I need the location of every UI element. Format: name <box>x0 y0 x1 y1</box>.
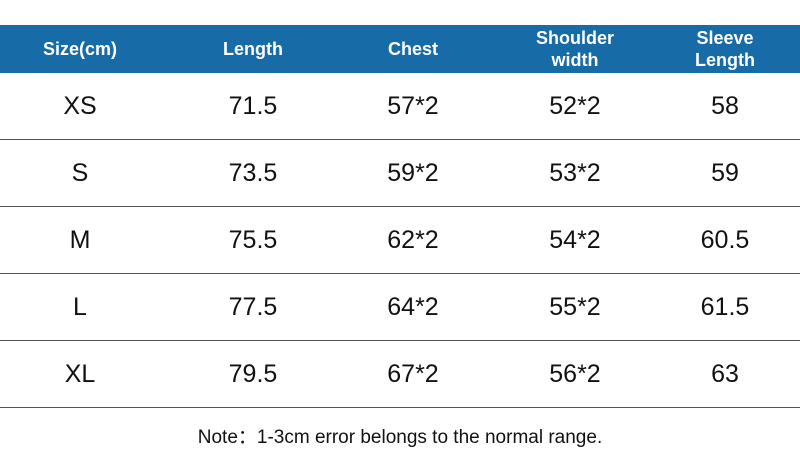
table-cell: 54*2 <box>549 225 601 254</box>
table-cell: XL <box>64 359 96 388</box>
table-cell: 58 <box>711 91 739 120</box>
header-cell: Chest <box>387 39 438 59</box>
table-cell: L <box>73 292 87 321</box>
header-row: Size(cm) Length Chest Shoulder width Sleeve … <box>0 25 800 73</box>
table-cell: 77.5 <box>228 292 278 321</box>
table-cell: 62*2 <box>387 225 439 254</box>
table-row: XS 71.5 57*2 52*2 58 <box>0 73 800 140</box>
table-cell: 61.5 <box>700 292 750 321</box>
table-cell: 53*2 <box>549 158 601 187</box>
table-cell: 52*2 <box>549 91 601 120</box>
table-cell: M <box>69 225 91 254</box>
table-cell: 79.5 <box>228 359 278 388</box>
table-row: M 75.5 62*2 54*2 60.5 <box>0 207 800 274</box>
table-cell: 59*2 <box>387 158 439 187</box>
table-cell: 56*2 <box>549 359 601 388</box>
table-cell: 73.5 <box>228 158 278 187</box>
header-cell: Sleeve Length <box>695 28 755 70</box>
table-cell: 55*2 <box>549 292 601 321</box>
table-cell: 60.5 <box>700 225 750 254</box>
table-row: L 77.5 64*2 55*2 61.5 <box>0 274 800 341</box>
table-cell: XS <box>63 91 97 120</box>
table-cell: 71.5 <box>228 91 278 120</box>
table-cell: 67*2 <box>387 359 439 388</box>
note: Note：1-3cm error belongs to the normal r… <box>197 427 603 448</box>
table-cell: 64*2 <box>387 292 439 321</box>
table-cell: 59 <box>711 158 739 187</box>
header-cell: Length <box>223 39 283 59</box>
table-cell: 75.5 <box>228 225 278 254</box>
table-cell: 63 <box>711 359 739 388</box>
table-cell: 57*2 <box>387 91 439 120</box>
table-row: XL 79.5 67*2 56*2 63 <box>0 341 800 408</box>
table-cell: S <box>71 158 89 187</box>
table-row: S 73.5 59*2 53*2 59 <box>0 140 800 207</box>
header-cell: Shoulder width <box>535 28 614 70</box>
header-cell: Size(cm) <box>42 39 118 59</box>
